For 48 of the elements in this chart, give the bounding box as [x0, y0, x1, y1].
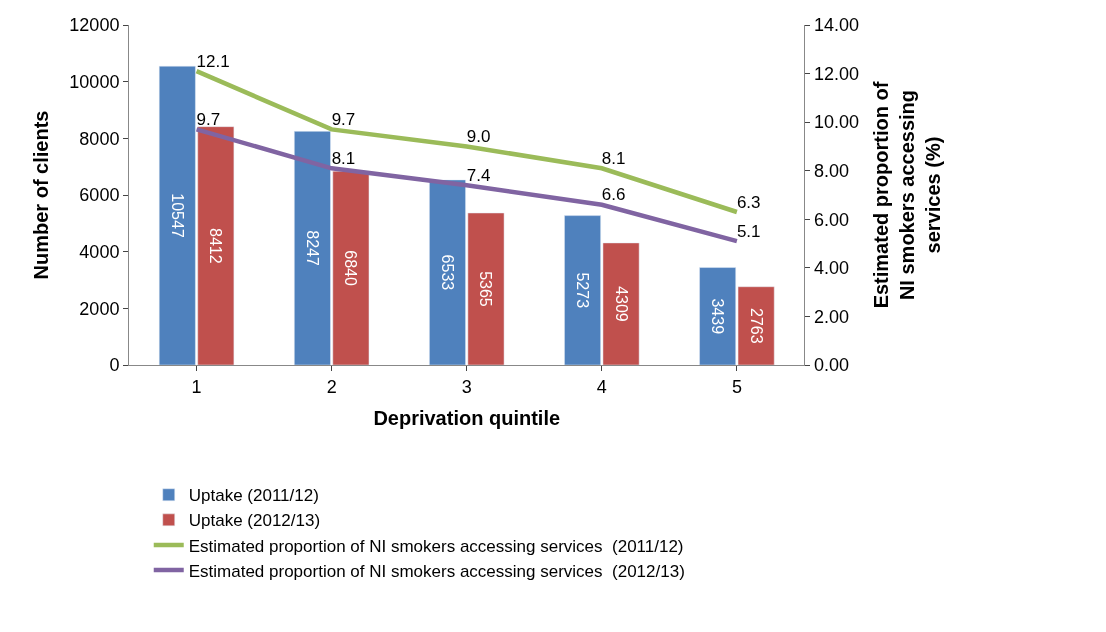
data-label: 5273: [574, 272, 592, 309]
data-label: 9.0: [466, 127, 491, 147]
data-label: 8.1: [331, 149, 356, 169]
data-label: 9.7: [331, 110, 356, 130]
x-axis-title: Deprivation quintile: [373, 407, 561, 430]
data-label: 8412: [207, 227, 225, 264]
data-label: 10547: [168, 193, 186, 238]
y-tick-label: 0: [109, 355, 120, 376]
x-tick-label: 5: [731, 376, 742, 397]
x-tick-label: 2: [326, 376, 337, 397]
x-tick-label: 1: [191, 376, 202, 397]
y2-axis-title: Estimated proportion of NI smokers accessing services (%): [869, 81, 944, 309]
y2-tick-label: 12.00: [814, 63, 860, 84]
legend-label: Estimated proportion of NI smokers accessing services (2011/12): [188, 536, 684, 556]
y-tick-label: 4000: [79, 241, 120, 262]
data-label: 8.1: [601, 149, 626, 169]
legend-label: Uptake (2011/12): [188, 486, 319, 506]
data-label: 2763: [747, 308, 765, 344]
y-axis-title: Number of clients: [29, 110, 52, 280]
data-label: 7.4: [466, 166, 491, 186]
x-tick-label: 4: [596, 376, 607, 397]
y-tick-label: 2000: [79, 298, 120, 319]
y2-tick-label: 2.00: [814, 306, 850, 327]
data-label: 4309: [612, 286, 630, 322]
y2-tick-label: 4.00: [814, 258, 850, 279]
data-label: 6533: [438, 254, 456, 291]
data-label: 8247: [303, 230, 321, 267]
legend-label: Uptake (2012/13): [188, 511, 321, 531]
y2-tick-label: 10.00: [814, 112, 860, 133]
y2-tick-label: 6.00: [814, 209, 850, 230]
x-tick-label: 3: [461, 376, 472, 397]
y-tick-label: 6000: [79, 185, 120, 206]
data-label: 3439: [709, 298, 727, 335]
data-label: 9.7: [196, 110, 221, 130]
data-label: 12.1: [196, 51, 230, 71]
y2-tick-label: 0.00: [814, 355, 850, 376]
data-label: 6.6: [601, 185, 626, 205]
legend-label: Estimated proportion of NI smokers accessing services (2012/13): [188, 561, 685, 581]
y-tick-label: 8000: [79, 128, 120, 149]
y-tick-label: 12000: [69, 15, 120, 36]
y-tick-label: 10000: [69, 71, 120, 92]
data-label: 6.3: [736, 192, 761, 212]
data-label: 6840: [342, 250, 360, 286]
y2-tick-label: 14.00: [814, 15, 860, 36]
data-label: 5.1: [736, 221, 761, 241]
y2-tick-label: 8.00: [814, 161, 850, 182]
data-label: 5365: [477, 271, 495, 307]
line-series: [194, 68, 740, 215]
